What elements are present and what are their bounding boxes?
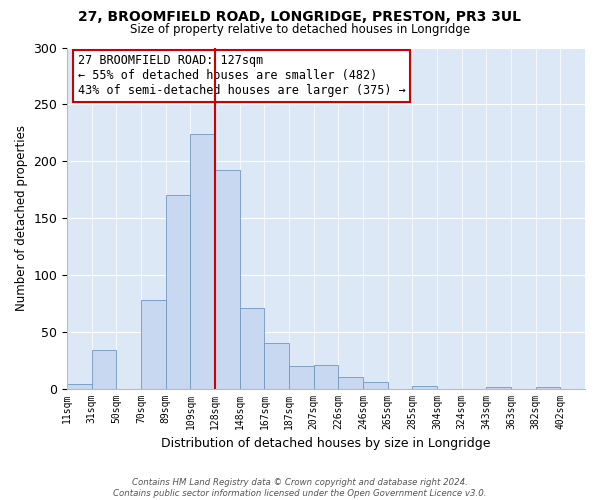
X-axis label: Distribution of detached houses by size in Longridge: Distribution of detached houses by size … bbox=[161, 437, 491, 450]
Bar bbox=[412, 386, 437, 388]
Bar bbox=[363, 382, 388, 388]
Y-axis label: Number of detached properties: Number of detached properties bbox=[15, 125, 28, 311]
Bar bbox=[240, 308, 265, 388]
Bar bbox=[314, 364, 338, 388]
Bar bbox=[215, 170, 240, 388]
Bar bbox=[92, 350, 116, 389]
Text: Contains HM Land Registry data © Crown copyright and database right 2024.
Contai: Contains HM Land Registry data © Crown c… bbox=[113, 478, 487, 498]
Bar bbox=[190, 134, 215, 388]
Text: 27, BROOMFIELD ROAD, LONGRIDGE, PRESTON, PR3 3UL: 27, BROOMFIELD ROAD, LONGRIDGE, PRESTON,… bbox=[79, 10, 521, 24]
Text: 27 BROOMFIELD ROAD: 127sqm
← 55% of detached houses are smaller (482)
43% of sem: 27 BROOMFIELD ROAD: 127sqm ← 55% of deta… bbox=[77, 54, 405, 98]
Bar bbox=[338, 377, 363, 388]
Text: Size of property relative to detached houses in Longridge: Size of property relative to detached ho… bbox=[130, 22, 470, 36]
Bar bbox=[289, 366, 314, 388]
Bar bbox=[265, 343, 289, 388]
Bar bbox=[166, 196, 190, 388]
Bar bbox=[67, 384, 92, 388]
Bar bbox=[141, 300, 166, 388]
